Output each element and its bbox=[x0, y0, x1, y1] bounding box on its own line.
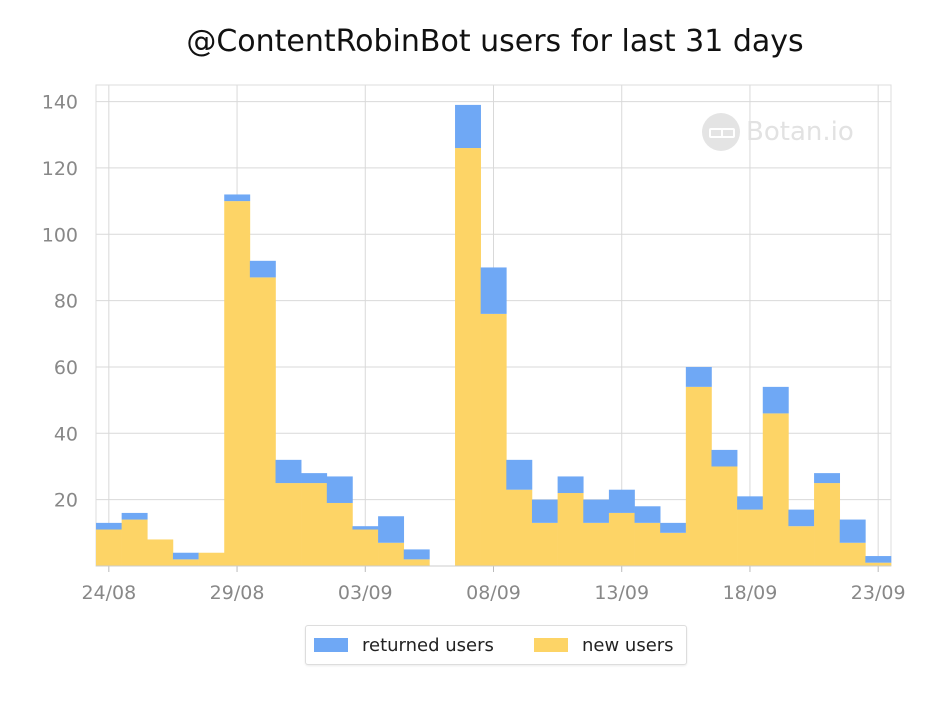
bar-returned-users[interactable] bbox=[455, 104, 481, 149]
bar-returned-users[interactable] bbox=[737, 496, 764, 510]
bar-new-users[interactable] bbox=[762, 413, 789, 566]
chart-title: @ContentRobinBot users for last 31 days bbox=[186, 24, 804, 59]
bar-new-users[interactable] bbox=[147, 539, 174, 566]
legend-item-new[interactable]: new users bbox=[534, 626, 674, 664]
bar-new-users[interactable] bbox=[865, 562, 892, 566]
x-tick-label: 23/09 bbox=[851, 582, 906, 604]
bar-new-users[interactable] bbox=[506, 489, 533, 566]
bar-new-users[interactable] bbox=[531, 522, 558, 566]
bar-returned-users[interactable] bbox=[788, 509, 815, 527]
bar-new-users[interactable] bbox=[96, 529, 122, 566]
y-tick-label: 140 bbox=[42, 92, 78, 114]
legend-swatch-new bbox=[534, 638, 568, 652]
y-tick-label: 40 bbox=[54, 423, 78, 445]
watermark-text: Botan.io bbox=[746, 117, 854, 147]
bar-returned-users[interactable] bbox=[865, 556, 892, 563]
bar-returned-users[interactable] bbox=[685, 366, 712, 387]
bar-new-users[interactable] bbox=[172, 559, 199, 566]
bar-new-users[interactable] bbox=[814, 483, 841, 566]
bar-new-users[interactable] bbox=[403, 559, 430, 566]
y-tick-label: 60 bbox=[54, 357, 78, 379]
legend-label-new: new users bbox=[582, 634, 674, 656]
bar-new-users[interactable] bbox=[788, 526, 815, 566]
x-tick-label: 08/09 bbox=[466, 582, 521, 604]
bar-new-users[interactable] bbox=[121, 519, 148, 566]
bar-new-users[interactable] bbox=[583, 522, 610, 566]
bar-returned-users[interactable] bbox=[172, 552, 199, 560]
bar-new-users[interactable] bbox=[711, 466, 738, 566]
y-tick-label: 80 bbox=[54, 291, 78, 313]
legend-swatch-returned bbox=[314, 638, 348, 652]
bar-new-users[interactable] bbox=[275, 483, 302, 566]
bar-returned-users[interactable] bbox=[249, 260, 276, 278]
bar-new-users[interactable] bbox=[839, 542, 866, 566]
bar-returned-users[interactable] bbox=[121, 512, 148, 520]
bar-new-users[interactable] bbox=[198, 552, 225, 566]
bar-new-users[interactable] bbox=[378, 542, 405, 566]
bar-new-users[interactable] bbox=[557, 493, 584, 566]
bar-returned-users[interactable] bbox=[634, 506, 661, 523]
bar-new-users[interactable] bbox=[224, 201, 251, 566]
bar-returned-users[interactable] bbox=[839, 519, 866, 543]
bar-returned-users[interactable] bbox=[711, 449, 738, 467]
y-tick-label: 20 bbox=[54, 490, 78, 512]
bar-new-users[interactable] bbox=[249, 277, 276, 566]
x-tick-label: 18/09 bbox=[723, 582, 778, 604]
botan-logo-icon bbox=[702, 113, 740, 151]
bar-new-users[interactable] bbox=[326, 502, 353, 566]
bar-new-users[interactable] bbox=[737, 509, 764, 566]
bar-returned-users[interactable] bbox=[608, 489, 635, 513]
bar-returned-users[interactable] bbox=[96, 522, 122, 530]
bar-new-users[interactable] bbox=[660, 532, 687, 566]
bar-returned-users[interactable] bbox=[480, 267, 507, 314]
bar-returned-users[interactable] bbox=[762, 386, 789, 414]
bar-returned-users[interactable] bbox=[224, 194, 251, 202]
bar-returned-users[interactable] bbox=[378, 516, 405, 543]
y-tick-label: 100 bbox=[42, 224, 78, 246]
bar-returned-users[interactable] bbox=[326, 476, 353, 503]
x-tick-label: 24/08 bbox=[81, 582, 136, 604]
x-tick-label: 13/09 bbox=[594, 582, 649, 604]
y-tick-label: 120 bbox=[42, 158, 78, 180]
bar-returned-users[interactable] bbox=[814, 473, 841, 484]
bar-new-users[interactable] bbox=[634, 522, 661, 566]
bar-returned-users[interactable] bbox=[301, 473, 328, 484]
bar-new-users[interactable] bbox=[352, 529, 379, 566]
bar-returned-users[interactable] bbox=[352, 526, 379, 530]
bar-new-users[interactable] bbox=[301, 483, 328, 566]
x-tick-label: 29/08 bbox=[210, 582, 265, 604]
bar-returned-users[interactable] bbox=[403, 549, 430, 560]
bar-new-users[interactable] bbox=[480, 313, 507, 566]
x-tick-label: 03/09 bbox=[338, 582, 393, 604]
bar-returned-users[interactable] bbox=[275, 459, 302, 484]
bar-returned-users[interactable] bbox=[557, 476, 584, 494]
legend-item-returned[interactable]: returned users bbox=[314, 626, 494, 664]
bar-new-users[interactable] bbox=[608, 512, 635, 566]
bar-new-users[interactable] bbox=[685, 386, 712, 566]
legend: returned users new users bbox=[305, 625, 687, 665]
bar-returned-users[interactable] bbox=[660, 522, 687, 533]
bar-returned-users[interactable] bbox=[531, 499, 558, 523]
legend-label-returned: returned users bbox=[362, 634, 494, 656]
botan-watermark: Botan.io bbox=[702, 113, 854, 151]
bar-returned-users[interactable] bbox=[506, 459, 533, 490]
bar-new-users[interactable] bbox=[455, 148, 481, 566]
bar-returned-users[interactable] bbox=[583, 499, 610, 523]
